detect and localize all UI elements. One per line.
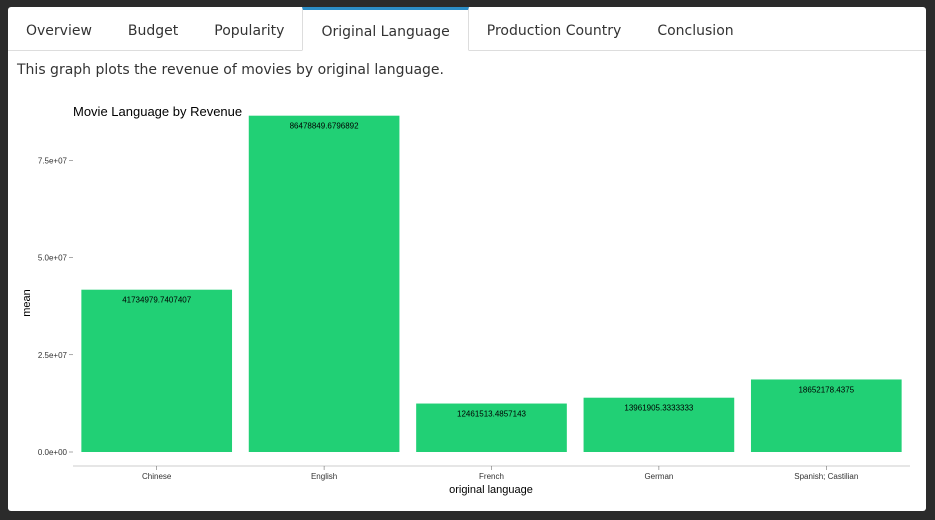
bar-value-label: 13961905.3333333	[624, 404, 694, 413]
bar	[81, 289, 233, 452]
tab-budget[interactable]: Budget	[127, 23, 179, 39]
bar	[248, 115, 400, 452]
bar	[416, 403, 567, 452]
x-tick-label: English	[311, 472, 337, 481]
bar-value-label: 41734979.7407407	[122, 296, 192, 305]
y-axis-label: mean	[21, 289, 33, 317]
y-tick-label: 2.5e+07	[38, 351, 68, 360]
tab-conclusion[interactable]: Conclusion	[657, 23, 734, 39]
bar	[583, 397, 735, 452]
x-tick-label: French	[479, 472, 504, 481]
tab-original-language[interactable]: Original Language	[302, 7, 469, 51]
x-tick-label: German	[644, 472, 673, 481]
y-tick-label: 0.0e+00	[38, 448, 68, 457]
bar-value-label: 12461513.4857143	[457, 410, 527, 419]
y-tick-label: 5.0e+07	[38, 254, 68, 263]
chart-title: Movie Language by Revenue	[73, 104, 242, 119]
tab-popularity[interactable]: Popularity	[214, 23, 285, 39]
tab-overview[interactable]: Overview	[26, 23, 92, 39]
tab-production-country[interactable]: Production Country	[486, 23, 622, 39]
tab-panel: Overview Budget Popularity Original Lang…	[8, 7, 926, 511]
y-tick-label: 7.5e+07	[38, 156, 68, 165]
chart-description: This graph plots the revenue of movies b…	[17, 62, 444, 78]
bar-value-label: 18652178.4375	[798, 385, 854, 394]
chart-marks: 0.0e+00 2.5e+07 5.0e+07 7.5e+07 41734979.740…	[38, 115, 902, 481]
tab-bar: Overview Budget Popularity Original Lang…	[8, 7, 926, 51]
x-axis-label: original language	[449, 484, 533, 496]
bar-value-label: 86478849.6796892	[290, 122, 360, 131]
x-tick-label: Chinese	[142, 472, 172, 481]
revenue-bar-chart: Movie Language by Revenue original langu…	[21, 104, 910, 496]
bar	[750, 379, 902, 452]
x-tick-label: Spanish; Castilian	[794, 472, 858, 481]
